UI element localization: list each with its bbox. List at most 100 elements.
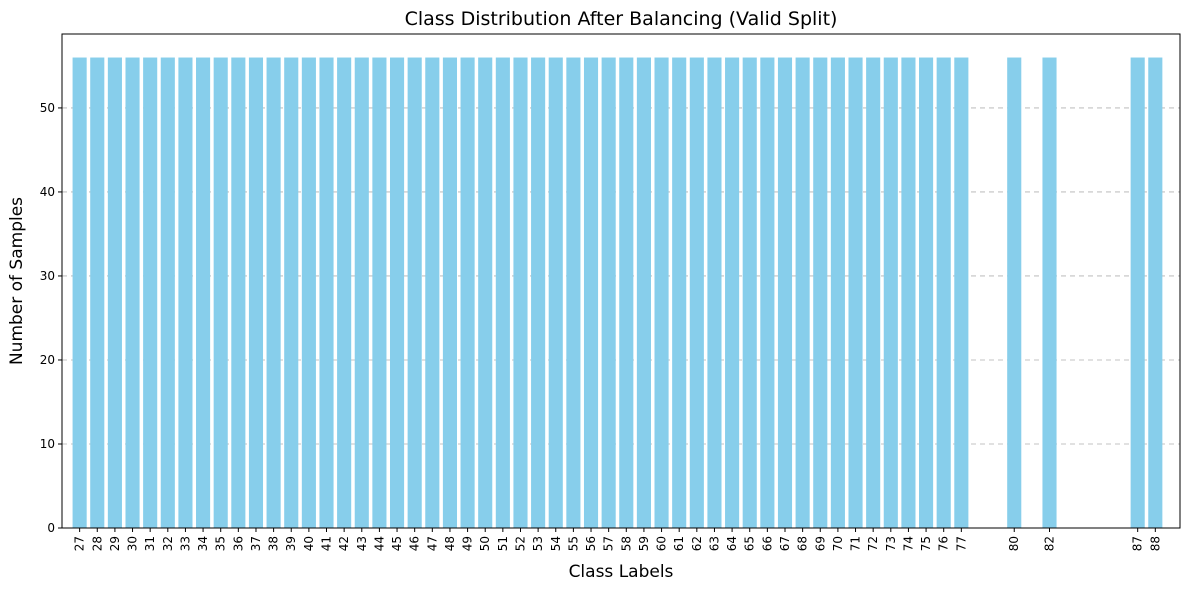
bar-46 — [407, 57, 422, 529]
x-tick-label: 48 — [443, 536, 457, 551]
x-tick-label: 30 — [126, 536, 140, 551]
bar-45 — [389, 57, 405, 529]
bar-34 — [196, 57, 211, 529]
bar-42 — [337, 57, 352, 529]
x-tick-label: 68 — [796, 536, 810, 551]
bar-52 — [513, 57, 528, 529]
bar-64 — [725, 57, 740, 529]
bar-66 — [760, 57, 775, 529]
bar-32 — [160, 57, 175, 529]
bar-74 — [901, 57, 916, 529]
bar-61 — [672, 57, 687, 529]
x-tick-label: 80 — [1007, 536, 1021, 551]
bar-70 — [830, 57, 845, 529]
x-tick-label: 47 — [425, 536, 439, 551]
x-tick-label: 36 — [231, 536, 245, 551]
x-tick-label: 35 — [214, 536, 228, 551]
x-tick-label: 72 — [866, 536, 880, 551]
x-tick-label: 71 — [849, 536, 863, 551]
bar-71 — [848, 57, 863, 529]
x-tick-label: 75 — [919, 536, 933, 551]
x-tick-label: 67 — [778, 536, 792, 551]
bar-48 — [442, 57, 458, 529]
bar-57 — [601, 57, 616, 529]
x-tick-label: 52 — [513, 536, 527, 551]
x-tick-label: 43 — [355, 536, 369, 551]
x-tick-label: 65 — [743, 536, 757, 551]
bar-59 — [636, 57, 651, 529]
x-tick-label: 45 — [390, 536, 404, 551]
y-tick-label: 50 — [40, 101, 55, 115]
x-tick-label: 27 — [73, 536, 87, 551]
bar-56 — [583, 57, 599, 529]
y-axis-label: Number of Samples — [7, 197, 27, 365]
x-tick-label: 49 — [461, 536, 475, 551]
x-tick-label: 42 — [337, 536, 351, 551]
x-tick-label: 77 — [954, 536, 968, 551]
bar-41 — [319, 57, 334, 529]
bar-36 — [231, 57, 246, 529]
bar-58 — [619, 57, 634, 529]
x-tick-label: 69 — [813, 536, 827, 551]
x-tick-label: 33 — [178, 536, 192, 551]
x-tick-label: 57 — [602, 536, 616, 551]
bar-47 — [425, 57, 440, 529]
x-axis-ticks: 27 28 29 30 31 32 33 34 35 36 37 38 39 40 41 42 43 44 45 46… — [73, 528, 1162, 551]
x-tick-label: 56 — [584, 536, 598, 551]
x-tick-label: 73 — [884, 536, 898, 551]
bar-31 — [143, 57, 158, 529]
bar-38 — [266, 57, 281, 529]
x-tick-label: 50 — [478, 536, 492, 551]
bar-39 — [284, 57, 299, 529]
bar-55 — [566, 57, 581, 529]
bar-80 — [1007, 57, 1022, 529]
bar-29 — [107, 57, 122, 529]
x-tick-label: 62 — [690, 536, 704, 551]
x-tick-label: 41 — [320, 536, 334, 551]
bar-76 — [936, 57, 951, 529]
bar-37 — [248, 57, 264, 529]
bar-69 — [813, 57, 828, 529]
x-axis-label: Class Labels — [569, 562, 674, 582]
bars-layer — [72, 57, 1163, 529]
x-tick-label: 46 — [408, 536, 422, 551]
bar-73 — [883, 57, 898, 529]
x-tick-label: 76 — [937, 536, 951, 551]
bar-54 — [548, 57, 563, 529]
x-tick-label: 88 — [1148, 536, 1162, 551]
bar-87 — [1130, 57, 1145, 529]
x-tick-label: 38 — [267, 536, 281, 551]
y-tick-label: 0 — [47, 521, 55, 535]
bar-33 — [178, 57, 193, 529]
y-axis-ticks: 0 10 20 30 40 50 — [40, 101, 62, 535]
bar-65 — [742, 57, 757, 529]
y-tick-label: 40 — [40, 185, 55, 199]
bar-77 — [954, 57, 969, 529]
x-tick-label: 64 — [725, 536, 739, 551]
bar-49 — [460, 57, 475, 529]
bar-44 — [372, 57, 387, 529]
x-tick-label: 55 — [566, 536, 580, 551]
bar-67 — [777, 57, 793, 529]
bar-68 — [795, 57, 810, 529]
bar-30 — [125, 57, 140, 529]
x-tick-label: 32 — [161, 536, 175, 551]
x-tick-label: 37 — [249, 536, 263, 551]
x-tick-label: 28 — [90, 536, 104, 551]
bar-63 — [707, 57, 722, 529]
bar-40 — [301, 57, 316, 529]
x-tick-label: 54 — [549, 536, 563, 551]
plot-frame — [61, 33, 1181, 529]
x-tick-label: 66 — [760, 536, 774, 551]
bar-43 — [354, 57, 369, 529]
x-tick-label: 63 — [707, 536, 721, 551]
x-tick-label: 58 — [619, 536, 633, 551]
bar-51 — [495, 57, 510, 529]
bar-72 — [866, 57, 881, 529]
x-tick-label: 40 — [302, 536, 316, 551]
x-tick-label: 70 — [831, 536, 845, 551]
x-tick-label: 61 — [672, 536, 686, 551]
bar-60 — [654, 57, 669, 529]
